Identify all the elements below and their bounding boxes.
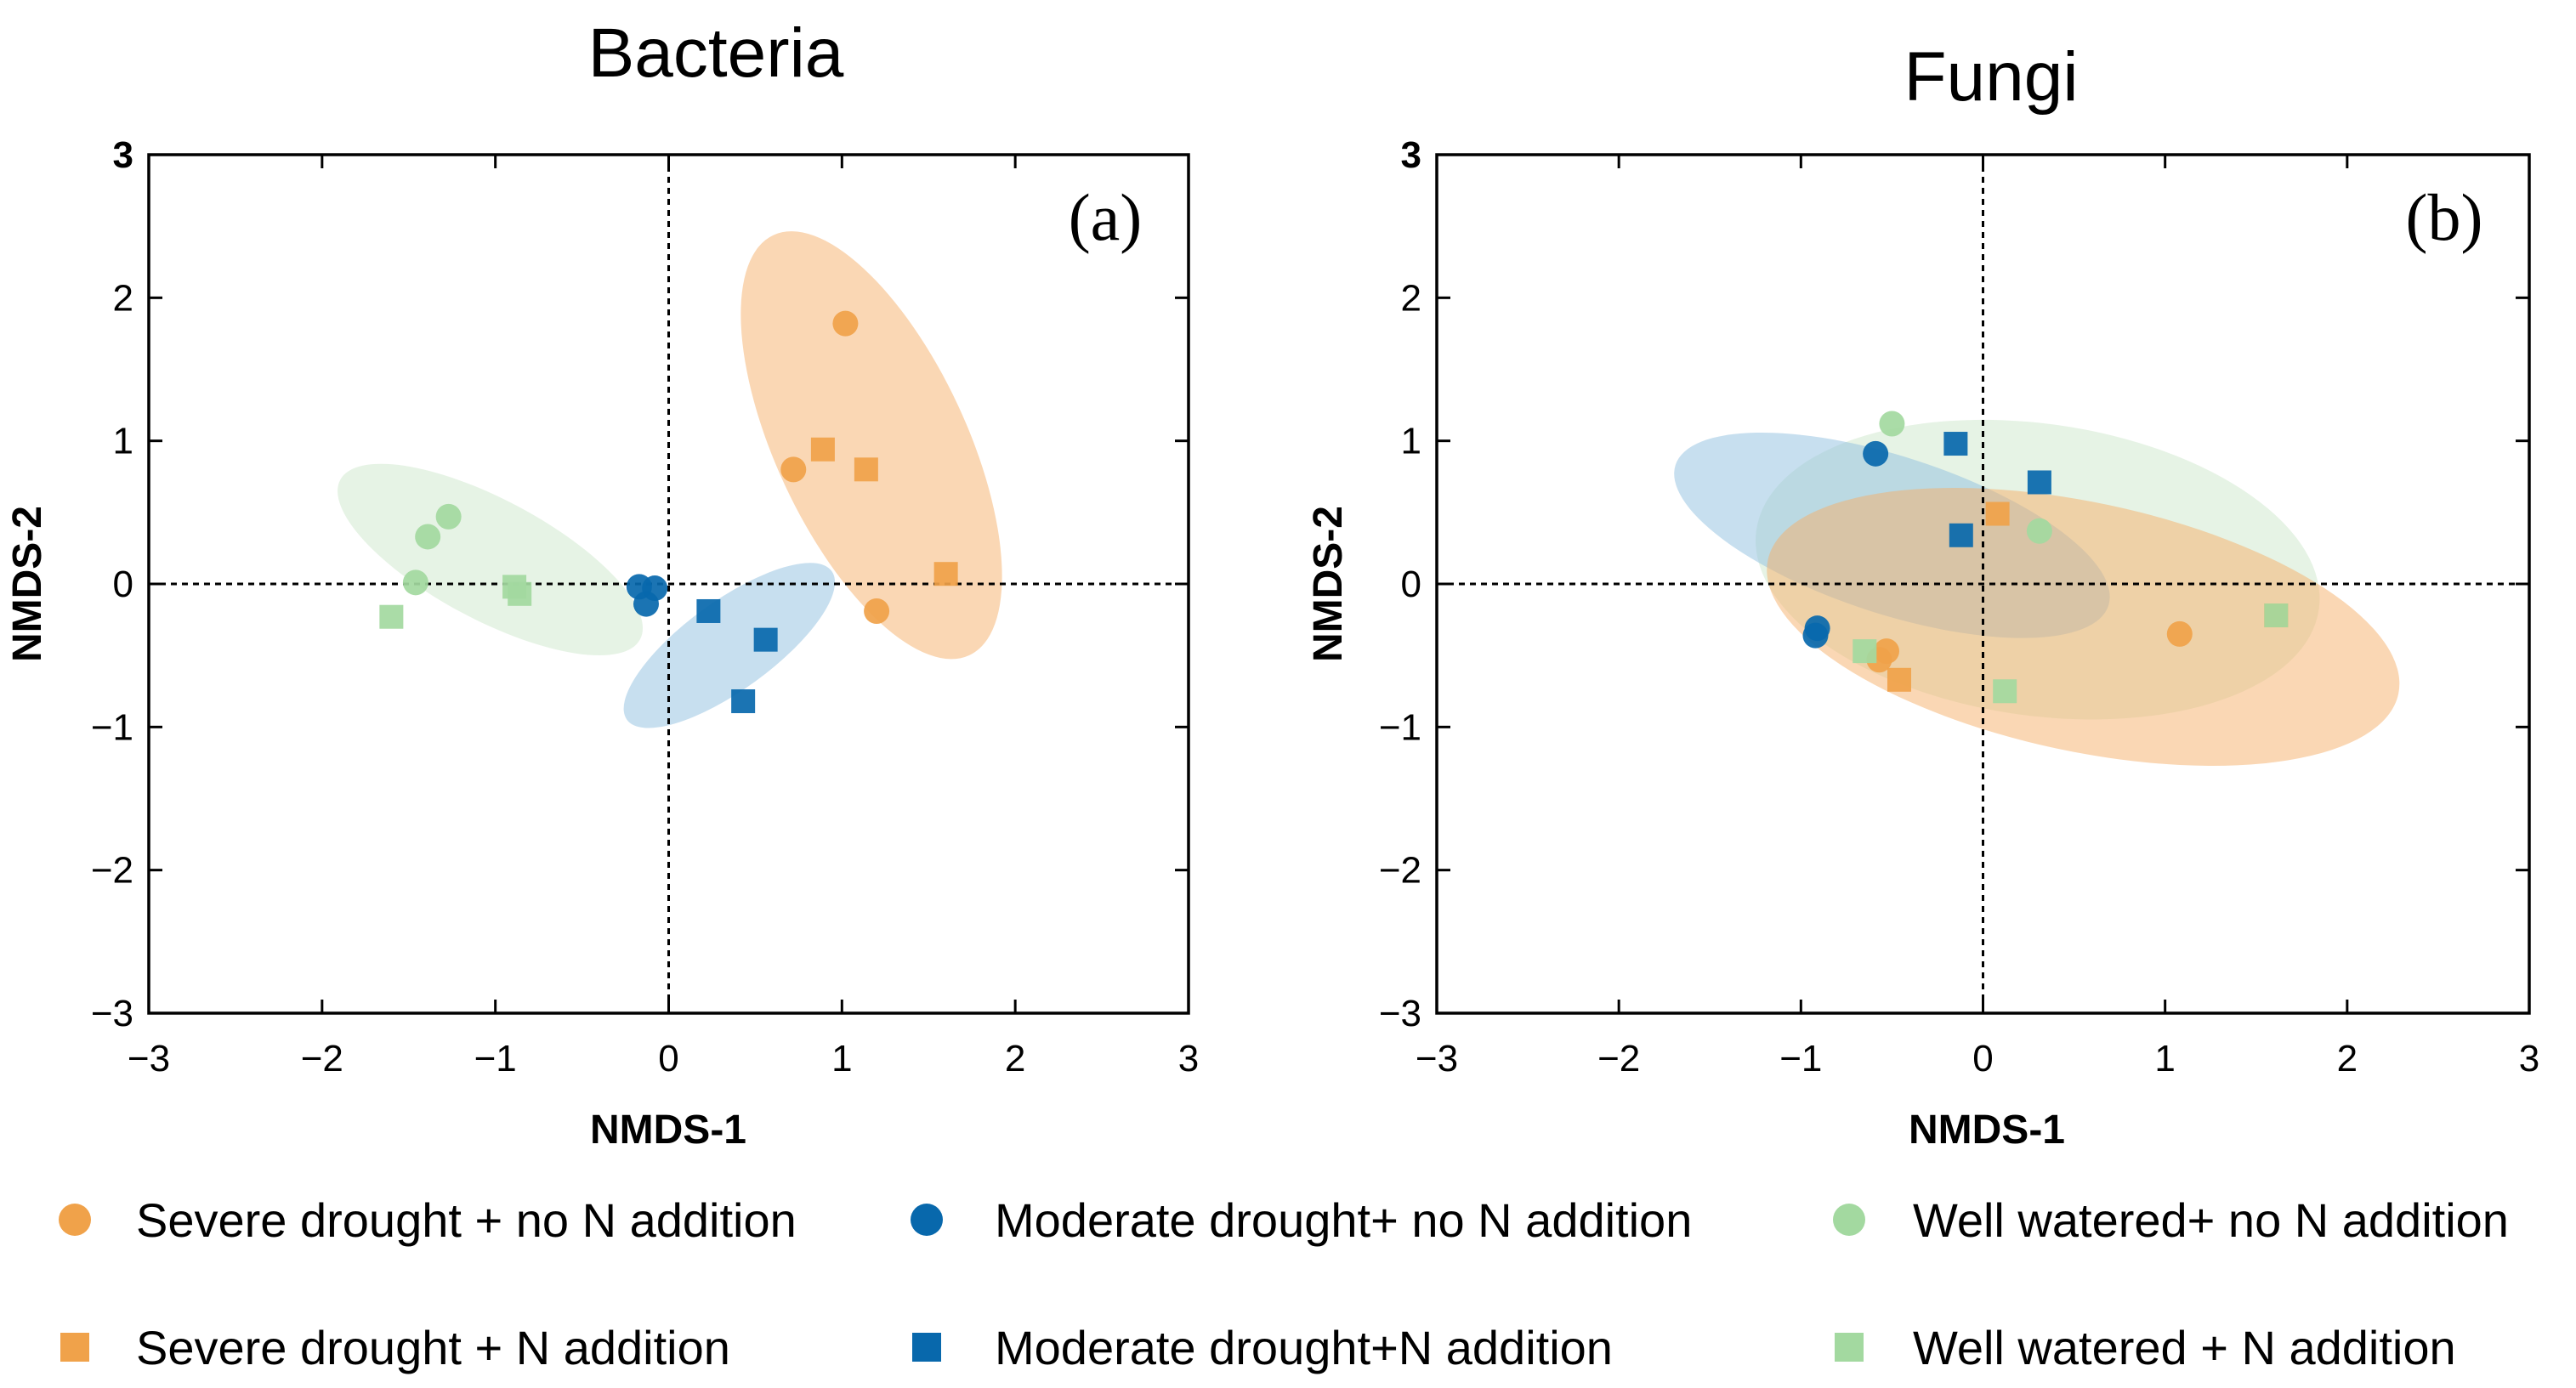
confidence-ellipse-moderate: [623, 563, 836, 728]
y-tick-label: 2: [1401, 277, 1421, 319]
x-tick-label: −3: [128, 1038, 170, 1079]
y-axis-label: NMDS-2: [1306, 506, 1351, 662]
bacteria-panel: Bacteria −3 −2 −1 0 1 2 3 −3 −2 −1 0 1 2 3 NMDS-1 NMDS-2…: [5, 14, 1199, 1153]
confidence-ellipse-well: [338, 463, 644, 656]
data-point-square: [2027, 470, 2051, 495]
legend-marker-circle: [911, 1204, 943, 1236]
y-tick-label: 3: [1401, 134, 1421, 176]
y-tick-label: −3: [91, 993, 133, 1034]
data-point-circle: [2026, 518, 2052, 544]
x-tick-label: 2: [1005, 1038, 1025, 1079]
data-point-square: [854, 457, 878, 482]
x-axis-label: NMDS-1: [1909, 1108, 2065, 1153]
data-point-square: [810, 437, 835, 462]
data-point-square: [1985, 501, 2010, 526]
x-tick-label: −2: [301, 1038, 343, 1079]
y-tick-label: −3: [1379, 993, 1421, 1034]
x-tick-label: 3: [1178, 1038, 1199, 1079]
legend-marker-square: [60, 1333, 89, 1362]
data-point-circle: [2166, 620, 2193, 647]
data-point-circle: [435, 503, 462, 530]
data-point-circle: [1879, 411, 1905, 437]
x-tick-label: −3: [1416, 1038, 1458, 1079]
legend-label: Moderate drought+N addition: [995, 1321, 1613, 1374]
data-point-circle: [780, 456, 807, 483]
x-tick-label: 1: [831, 1038, 852, 1079]
data-point-circle: [864, 598, 890, 624]
legend: Severe drought + no N addition Moderate d…: [59, 1193, 2509, 1374]
data-point-circle: [402, 569, 428, 596]
data-point-square: [2264, 603, 2289, 628]
legend-marker-square: [1835, 1333, 1864, 1362]
x-tick-label: 1: [2154, 1038, 2175, 1079]
x-axis-label: NMDS-1: [590, 1108, 746, 1153]
data-point-square: [933, 562, 958, 586]
x-tick-label: 2: [2337, 1038, 2358, 1079]
legend-label: Well watered+ no N addition: [1913, 1193, 2509, 1247]
y-tick-label: 3: [113, 134, 133, 176]
panel-title: Bacteria: [588, 14, 844, 92]
x-tick-label: 3: [2519, 1038, 2539, 1079]
y-tick-label: 1: [113, 421, 133, 462]
panel-tag: (a): [1069, 180, 1143, 254]
data-point-circle: [832, 310, 859, 337]
x-tick-label: 0: [658, 1038, 678, 1079]
data-point-circle: [1802, 622, 1829, 649]
legend-marker-circle: [1833, 1204, 1865, 1236]
legend-label: Well watered + N addition: [1913, 1321, 2456, 1374]
y-tick-label: −2: [91, 850, 133, 892]
y-tick-label: −1: [91, 706, 133, 748]
legend-label: Severe drought + no N addition: [136, 1193, 797, 1247]
confidence-ellipse-severe: [1767, 488, 2400, 766]
legend-marker-square: [912, 1333, 941, 1362]
fungi-panel: Fungi −3 −2 −1 0 1 2 3 −3 −2 −1 0 1 2 3 NMDS-1 NMDS-2 (b): [1306, 38, 2539, 1153]
panel-tag: (b): [2406, 180, 2483, 254]
data-point-square: [1993, 679, 2017, 704]
y-tick-label: 1: [1401, 421, 1421, 462]
legend-label: Moderate drought+ no N addition: [995, 1193, 1692, 1247]
data-point-square: [753, 627, 778, 652]
y-tick-label: 0: [1401, 564, 1421, 605]
data-point-square: [379, 604, 404, 629]
legend-marker-circle: [59, 1204, 91, 1236]
data-point-square: [508, 581, 532, 606]
x-tick-label: 0: [1972, 1038, 1993, 1079]
legend-label: Severe drought + N addition: [136, 1321, 730, 1374]
data-point-square: [1949, 523, 1973, 547]
data-point-circle: [1863, 440, 1889, 467]
data-point-square: [731, 689, 756, 714]
y-tick-label: 0: [113, 564, 133, 605]
x-tick-label: −1: [1779, 1038, 1822, 1079]
data-point-circle: [633, 591, 660, 617]
x-tick-label: −2: [1597, 1038, 1640, 1079]
confidence-ellipse-severe: [740, 231, 1002, 660]
y-axis-label: NMDS-2: [5, 506, 50, 662]
data-point-square: [1887, 667, 1911, 692]
y-tick-label: −1: [1379, 706, 1421, 748]
data-point-square: [1853, 639, 1877, 664]
data-point-square: [1943, 432, 1968, 456]
data-point-square: [696, 598, 721, 623]
y-tick-label: 2: [113, 277, 133, 319]
panel-title: Fungi: [1904, 38, 2078, 116]
y-tick-label: −2: [1379, 850, 1421, 892]
data-point-circle: [415, 524, 441, 550]
x-tick-label: −1: [474, 1038, 517, 1079]
